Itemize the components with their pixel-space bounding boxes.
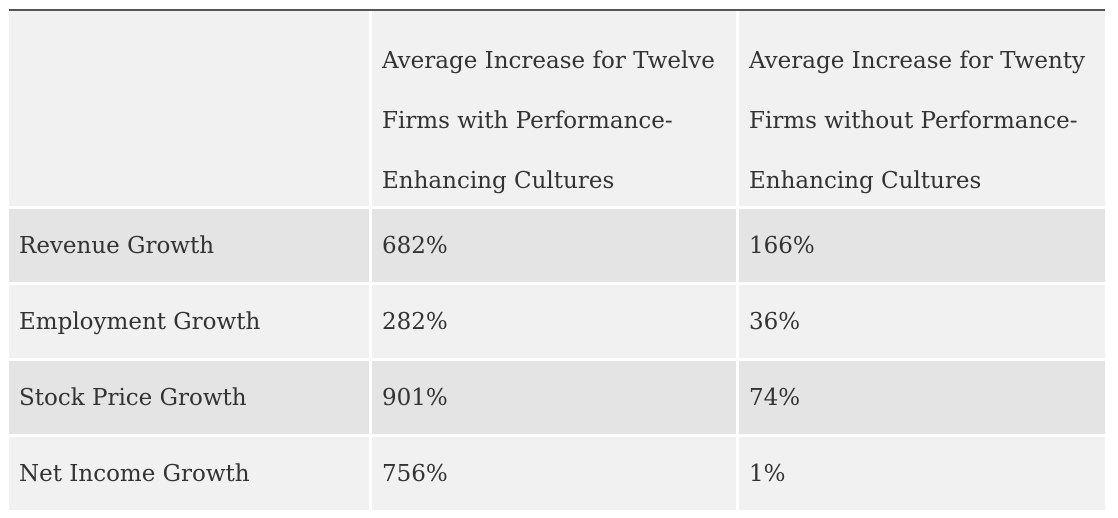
row-label-cell: Revenue Growth <box>9 209 372 282</box>
header-line: Average Increase for Twelve <box>382 48 715 74</box>
value-without: 74% <box>749 384 801 411</box>
table-row: Net Income Growth 756% 1% <box>9 437 1105 510</box>
header-line: Enhancing Cultures <box>382 168 615 194</box>
header-cell-empty <box>9 11 372 206</box>
value-cell-with: 901% <box>372 361 739 434</box>
header-text-with-cultures: Average Increase for Twelve Firms with P… <box>382 31 715 211</box>
header-cell-with-cultures: Average Increase for Twelve Firms with P… <box>372 11 739 206</box>
value-cell-without: 1% <box>739 437 1105 510</box>
value-cell-without: 36% <box>739 285 1105 358</box>
row-label-cell: Employment Growth <box>9 285 372 358</box>
value-cell-without: 74% <box>739 361 1105 434</box>
row-label: Stock Price Growth <box>19 384 247 411</box>
header-cell-without-cultures: Average Increase for Twenty Firms withou… <box>739 11 1105 206</box>
comparison-table: Average Increase for Twelve Firms with P… <box>9 9 1105 510</box>
table-row: Employment Growth 282% 36% <box>9 285 1105 361</box>
row-label: Revenue Growth <box>19 232 215 259</box>
table-header-row: Average Increase for Twelve Firms with P… <box>9 11 1105 209</box>
value-with: 282% <box>382 308 448 335</box>
row-label: Employment Growth <box>19 308 261 335</box>
value-cell-without: 166% <box>739 209 1105 282</box>
header-line: Average Increase for Twenty <box>749 48 1085 74</box>
value-without: 1% <box>749 460 786 487</box>
row-label: Net Income Growth <box>19 460 250 487</box>
value-with: 682% <box>382 232 448 259</box>
value-with: 901% <box>382 384 448 411</box>
value-cell-with: 756% <box>372 437 739 510</box>
header-line: Enhancing Cultures <box>749 168 982 194</box>
header-line: Firms with Performance- <box>382 108 673 134</box>
value-without: 166% <box>749 232 815 259</box>
value-without: 36% <box>749 308 801 335</box>
value-with: 756% <box>382 460 448 487</box>
table-row: Stock Price Growth 901% 74% <box>9 361 1105 437</box>
value-cell-with: 282% <box>372 285 739 358</box>
header-text-without-cultures: Average Increase for Twenty Firms withou… <box>749 31 1085 211</box>
table-row: Revenue Growth 682% 166% <box>9 209 1105 285</box>
row-label-cell: Net Income Growth <box>9 437 372 510</box>
header-line: Firms without Performance- <box>749 108 1078 134</box>
row-label-cell: Stock Price Growth <box>9 361 372 434</box>
value-cell-with: 682% <box>372 209 739 282</box>
